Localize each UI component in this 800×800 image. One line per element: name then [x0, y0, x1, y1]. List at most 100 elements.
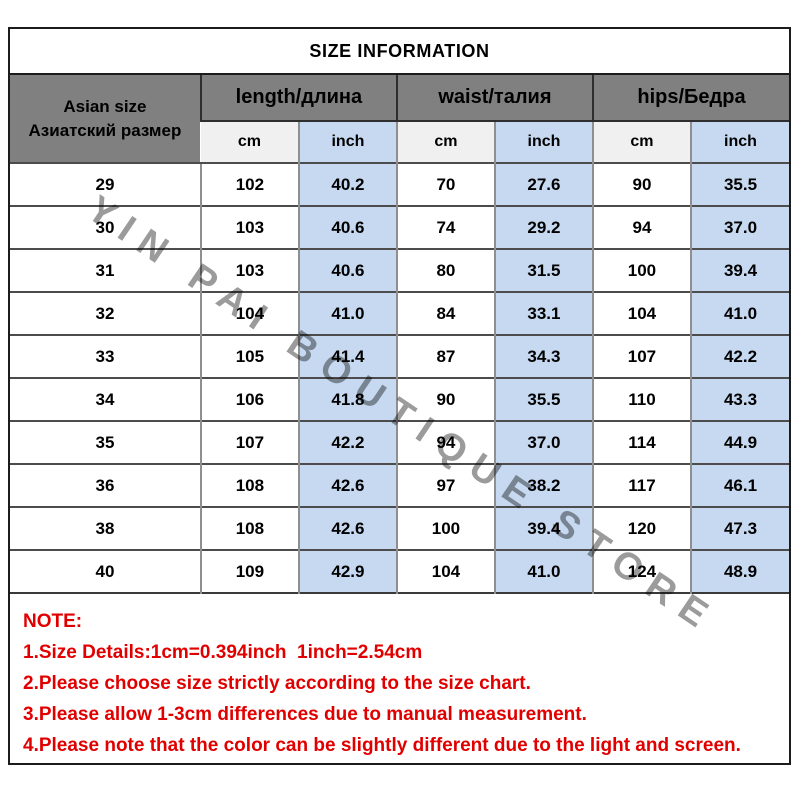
- cell-hips_cm: 117: [591, 463, 691, 507]
- cell-hips_inch: 46.1: [689, 463, 789, 507]
- size-table-body: 29 102 40.2 70 27.6 90 35.5 30 103 40.6 74 29.2 94 37…: [10, 162, 789, 593]
- cell-size: 31: [10, 248, 201, 292]
- cell-length_cm: 108: [199, 463, 299, 507]
- cell-waist_cm: 94: [395, 420, 495, 464]
- cell-waist_inch: 41.0: [493, 549, 593, 593]
- cell-waist_cm: 87: [395, 334, 495, 378]
- cell-size: 29: [10, 162, 201, 206]
- cell-size: 36: [10, 463, 201, 507]
- row-header-cell: Asian size Азиатский размер: [10, 75, 201, 163]
- table-row: 29 102 40.2 70 27.6 90 35.5: [10, 162, 789, 206]
- cell-waist_cm: 97: [395, 463, 495, 507]
- table-row: 40 109 42.9 104 41.0 124 48.9: [10, 549, 789, 593]
- unit-waist-cm: cm: [395, 120, 495, 163]
- cell-waist_inch: 33.1: [493, 291, 593, 335]
- cell-length_cm: 109: [199, 549, 299, 593]
- cell-length_cm: 102: [199, 162, 299, 206]
- cell-length_cm: 103: [199, 248, 299, 292]
- cell-length_inch: 41.8: [297, 377, 397, 421]
- cell-hips_inch: 35.5: [689, 162, 789, 206]
- cell-waist_inch: 39.4: [493, 506, 593, 550]
- cell-length_inch: 40.6: [297, 205, 397, 249]
- cell-hips_inch: 48.9: [689, 549, 789, 593]
- cell-size: 40: [10, 549, 201, 593]
- note-section: NOTE: 1.Size Details:1cm=0.394inch 1inch…: [10, 594, 789, 761]
- cell-waist_cm: 84: [395, 291, 495, 335]
- cell-size: 32: [10, 291, 201, 335]
- cell-length_inch: 41.4: [297, 334, 397, 378]
- column-group-hips: hips/Бедра: [591, 75, 789, 121]
- cell-hips_inch: 44.9: [689, 420, 789, 464]
- unit-length-inch: inch: [297, 120, 397, 163]
- cell-waist_cm: 104: [395, 549, 495, 593]
- cell-size: 38: [10, 506, 201, 550]
- cell-length_inch: 42.6: [297, 506, 397, 550]
- cell-length_inch: 42.9: [297, 549, 397, 593]
- cell-size: 30: [10, 205, 201, 249]
- table-row: 36 108 42.6 97 38.2 117 46.1: [10, 463, 789, 507]
- cell-hips_inch: 37.0: [689, 205, 789, 249]
- cell-hips_inch: 43.3: [689, 377, 789, 421]
- cell-hips_cm: 90: [591, 162, 691, 206]
- unit-header-row: cm inch cm inch cm inch: [10, 120, 789, 163]
- cell-length_cm: 105: [199, 334, 299, 378]
- note-line-4: 4.Please note that the color can be slig…: [23, 735, 741, 756]
- cell-waist_inch: 31.5: [493, 248, 593, 292]
- cell-hips_cm: 110: [591, 377, 691, 421]
- cell-length_cm: 106: [199, 377, 299, 421]
- cell-waist_inch: 37.0: [493, 420, 593, 464]
- cell-waist_inch: 34.3: [493, 334, 593, 378]
- cell-length_inch: 40.2: [297, 162, 397, 206]
- column-group-length: length/длина: [199, 75, 397, 121]
- cell-hips_inch: 42.2: [689, 334, 789, 378]
- note-line-1: 1.Size Details:1cm=0.394inch 1inch=2.54c…: [23, 642, 423, 663]
- cell-hips_inch: 39.4: [689, 248, 789, 292]
- note-line-3: 3.Please allow 1-3cm differences due to …: [23, 704, 587, 725]
- unit-length-cm: cm: [200, 120, 299, 163]
- cell-waist_cm: 70: [395, 162, 495, 206]
- cell-waist_inch: 35.5: [493, 377, 593, 421]
- note-line-2: 2.Please choose size strictly according …: [23, 673, 531, 694]
- cell-hips_inch: 47.3: [689, 506, 789, 550]
- cell-length_cm: 108: [199, 506, 299, 550]
- cell-hips_inch: 41.0: [689, 291, 789, 335]
- table-row: 33 105 41.4 87 34.3 107 42.2: [10, 334, 789, 378]
- cell-waist_inch: 27.6: [493, 162, 593, 206]
- group-header-row: Asian size Азиатский размер length/длина…: [10, 75, 789, 163]
- cell-length_cm: 103: [199, 205, 299, 249]
- cell-length_inch: 42.2: [297, 420, 397, 464]
- table-row: 31 103 40.6 80 31.5 100 39.4: [10, 248, 789, 292]
- table-row: 30 103 40.6 74 29.2 94 37.0: [10, 205, 789, 249]
- cell-length_inch: 40.6: [297, 248, 397, 292]
- unit-hips-inch: inch: [689, 120, 789, 163]
- table-row: 35 107 42.2 94 37.0 114 44.9: [10, 420, 789, 464]
- cell-length_cm: 107: [199, 420, 299, 464]
- cell-hips_cm: 107: [591, 334, 691, 378]
- cell-waist_inch: 29.2: [493, 205, 593, 249]
- cell-hips_cm: 120: [591, 506, 691, 550]
- cell-length_inch: 41.0: [297, 291, 397, 335]
- cell-waist_cm: 74: [395, 205, 495, 249]
- row-header-en: Asian size: [63, 96, 147, 116]
- cell-length_cm: 104: [199, 291, 299, 335]
- cell-hips_cm: 114: [591, 420, 691, 464]
- row-header-ru: Азиатский размер: [28, 120, 182, 140]
- cell-length_inch: 42.6: [297, 463, 397, 507]
- cell-hips_cm: 94: [591, 205, 691, 249]
- page-title: SIZE INFORMATION: [10, 29, 789, 75]
- unit-hips-cm: cm: [591, 120, 691, 163]
- size-chart-frame: SIZE INFORMATION Asian size Азиатский ра…: [8, 27, 791, 765]
- column-group-waist: waist/талия: [395, 75, 593, 121]
- cell-hips_cm: 100: [591, 248, 691, 292]
- cell-waist_inch: 38.2: [493, 463, 593, 507]
- size-table: Asian size Азиатский размер length/длина…: [10, 75, 789, 594]
- unit-waist-inch: inch: [493, 120, 593, 163]
- cell-hips_cm: 124: [591, 549, 691, 593]
- table-row: 32 104 41.0 84 33.1 104 41.0: [10, 291, 789, 335]
- cell-waist_cm: 80: [395, 248, 495, 292]
- cell-hips_cm: 104: [591, 291, 691, 335]
- table-row: 38 108 42.6 100 39.4 120 47.3: [10, 506, 789, 550]
- cell-size: 33: [10, 334, 201, 378]
- cell-waist_cm: 100: [395, 506, 495, 550]
